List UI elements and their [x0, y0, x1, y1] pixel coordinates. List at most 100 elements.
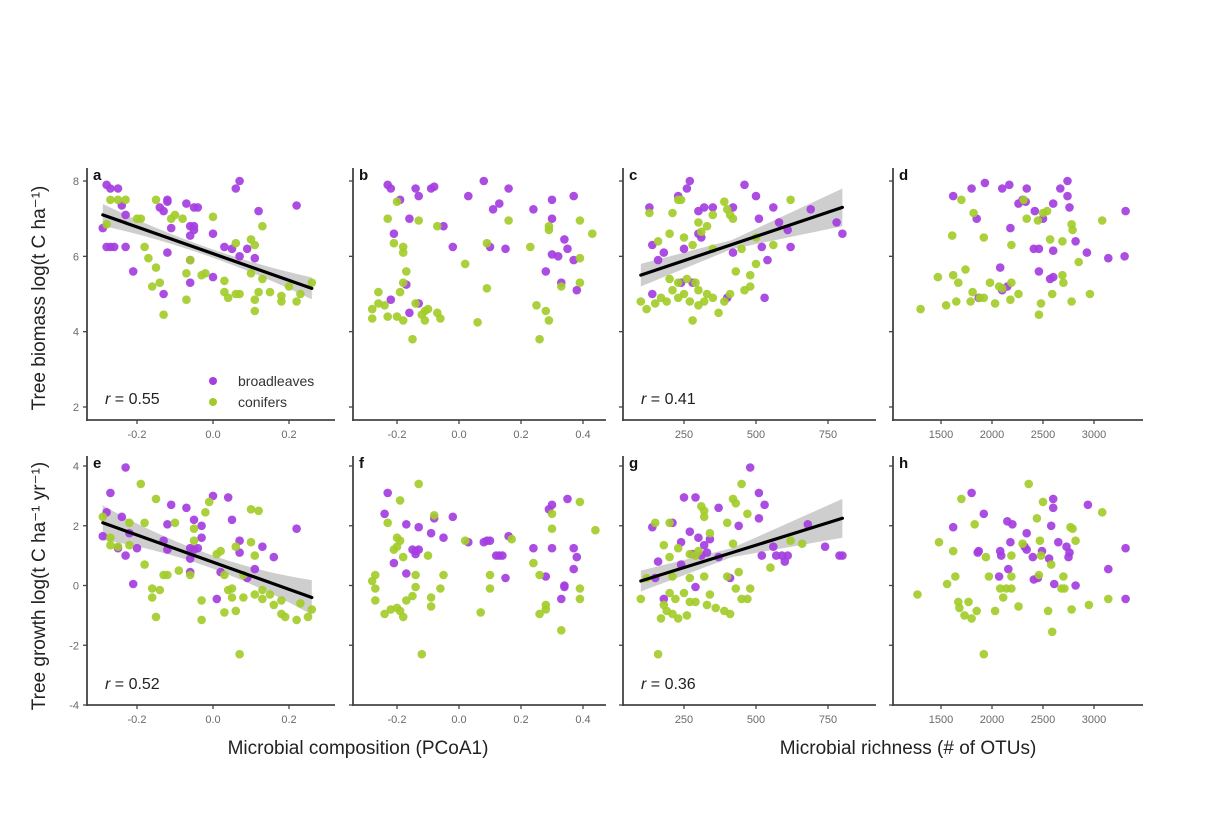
data-point-conifers: [1067, 297, 1076, 306]
data-point-conifers: [227, 584, 237, 593]
data-point-broadleaves: [159, 206, 168, 216]
regression-line-g: [639, 516, 845, 583]
data-point-broadleaves: [106, 488, 115, 498]
data-point-broadleaves: [973, 548, 982, 557]
data-point-conifers: [482, 238, 492, 248]
data-point-conifers: [995, 584, 1005, 593]
x-tick-label: 0.2: [281, 429, 296, 441]
data-point-conifers: [668, 208, 677, 218]
data-point-conifers: [547, 524, 557, 533]
data-point-conifers: [679, 233, 689, 242]
data-point-conifers: [526, 242, 535, 252]
data-point-broadleaves: [1120, 251, 1129, 261]
data-point-broadleaves: [132, 543, 142, 553]
data-point-conifers: [398, 316, 408, 325]
data-point-broadleaves: [547, 543, 557, 553]
data-point-conifers: [575, 253, 585, 263]
data-point-broadleaves: [1104, 564, 1113, 574]
data-point-broadleaves: [501, 244, 510, 254]
panel-e: -0.2 0.0 0.2 -4 -2 0 2 4 e r = 0.52: [69, 455, 335, 726]
data-point-conifers: [371, 596, 380, 605]
data-point-conifers: [121, 195, 130, 205]
data-point-conifers: [258, 274, 267, 284]
y-tick-label: 6: [73, 251, 79, 263]
data-point-conifers: [265, 287, 275, 297]
data-point-conifers: [414, 479, 424, 489]
data-point-broadleaves: [504, 184, 513, 193]
data-point-conifers: [185, 570, 195, 580]
data-point-conifers: [688, 240, 697, 250]
data-point-broadleaves: [751, 191, 761, 201]
data-point-broadleaves: [708, 203, 718, 212]
data-point-conifers: [934, 537, 944, 547]
data-point-conifers: [1057, 584, 1066, 593]
data-point-conifers: [659, 540, 669, 550]
data-point-broadleaves: [163, 520, 172, 529]
data-point-broadleaves: [1049, 579, 1059, 589]
data-point-broadleaves: [754, 514, 764, 523]
data-point-conifers: [679, 289, 689, 299]
data-point-broadleaves: [402, 520, 411, 529]
x-tick-label: 0.4: [575, 714, 590, 726]
data-point-conifers: [948, 270, 958, 280]
panel-letter-f: f: [359, 455, 365, 472]
data-point-broadleaves: [223, 493, 233, 502]
data-point-conifers: [636, 594, 646, 604]
data-point-broadleaves: [414, 522, 424, 532]
data-point-conifers: [1097, 508, 1107, 517]
data-point-conifers: [990, 299, 1000, 308]
data-point-conifers: [235, 649, 244, 659]
data-point-broadleaves: [464, 191, 473, 201]
data-point-conifers: [636, 297, 646, 306]
x-tick-label: 1500: [929, 714, 953, 726]
data-point-broadleaves: [702, 548, 712, 557]
data-point-conifers: [662, 297, 671, 306]
data-point-broadleaves: [1048, 272, 1058, 282]
data-point-broadleaves: [242, 244, 252, 254]
data-point-broadleaves: [231, 184, 241, 193]
data-point-conifers: [220, 276, 229, 286]
data-point-conifers: [102, 220, 111, 229]
data-point-broadleaves: [208, 272, 218, 282]
x-tick-label: 0.0: [451, 714, 466, 726]
data-point-broadleaves: [1028, 552, 1038, 562]
data-point-conifers: [1014, 602, 1023, 611]
data-point-broadleaves: [803, 520, 813, 529]
data-point-conifers: [280, 612, 290, 622]
data-point-broadleaves: [648, 289, 657, 299]
data-point-conifers: [685, 573, 695, 583]
data-point-broadleaves: [994, 572, 1004, 581]
data-point-broadleaves: [769, 542, 778, 551]
data-point-conifers: [402, 267, 411, 276]
data-point-conifers: [990, 606, 1000, 616]
data-point-broadleaves: [485, 536, 495, 545]
data-point-conifers: [668, 572, 677, 581]
data-point-broadleaves: [182, 199, 191, 208]
data-point-broadleaves: [208, 229, 218, 238]
data-point-conifers: [220, 570, 229, 580]
data-point-conifers: [575, 584, 585, 593]
x-tick-label: 1500: [929, 429, 953, 441]
data-point-conifers: [250, 240, 260, 250]
legend-label: conifers: [238, 394, 287, 410]
data-point-conifers: [439, 570, 448, 580]
data-point-broadleaves: [386, 184, 396, 193]
data-point-conifers: [1097, 216, 1107, 225]
data-point-broadleaves: [166, 223, 176, 233]
data-point-conifers: [1074, 257, 1083, 267]
data-point-conifers: [1034, 310, 1044, 320]
data-point-broadleaves: [498, 551, 507, 560]
data-point-conifers: [653, 237, 663, 246]
data-point-conifers: [307, 605, 317, 614]
data-point-broadleaves: [402, 569, 411, 578]
panel-g: 250 500 750 g r = 0.36: [619, 455, 876, 726]
data-point-conifers: [392, 312, 402, 321]
data-point-conifers: [786, 536, 795, 545]
data-point-conifers: [954, 278, 963, 288]
data-point-broadleaves: [757, 242, 767, 252]
data-point-broadleaves: [479, 176, 489, 186]
data-point-broadleaves: [1048, 503, 1058, 513]
data-point-conifers: [557, 282, 566, 291]
data-point-conifers: [197, 615, 206, 625]
